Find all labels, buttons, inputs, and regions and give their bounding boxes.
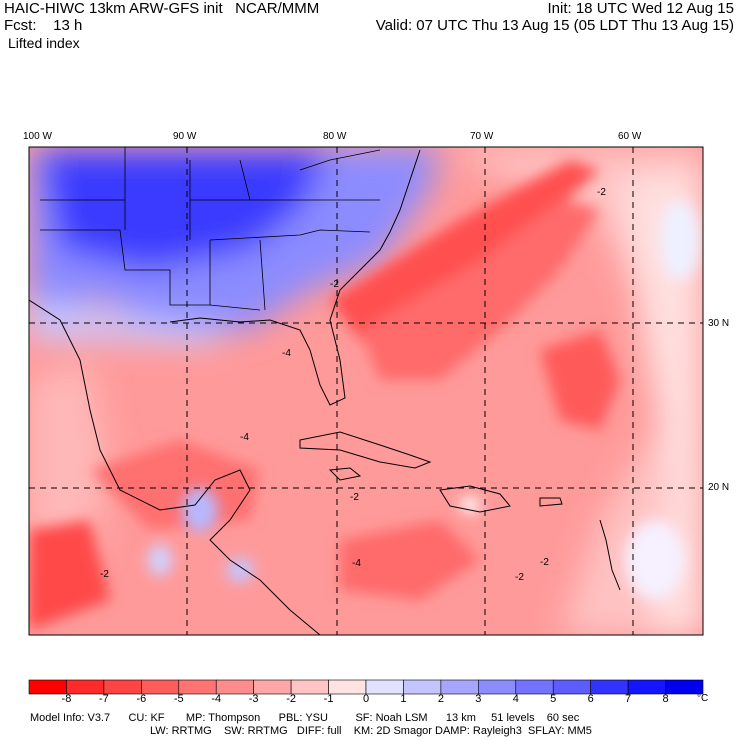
lon-label-60w: 60 W <box>618 131 642 142</box>
colorbar-swatch <box>403 679 442 695</box>
valid-time: Valid: 07 UTC Thu 13 Aug 15 (05 LDT Thu … <box>375 17 734 34</box>
colorbar-swatch <box>627 679 666 695</box>
colorbar-tick-label: 0 <box>362 693 370 705</box>
colorbar-swatch <box>141 679 180 695</box>
contour-label: -4 <box>352 558 361 569</box>
colorbar-swatch <box>253 679 292 695</box>
colorbar-unit: °C <box>697 693 709 704</box>
colorbar-tick-label: 6 <box>587 693 594 705</box>
colorbar-tick-label: 4 <box>512 693 519 705</box>
lat-label-20n: 20 N <box>708 482 730 493</box>
colorbar <box>28 679 704 695</box>
lon-label-70w: 70 W <box>470 131 494 142</box>
colorbar-tick-label: -7 <box>98 693 109 705</box>
contour-label: -2 <box>540 557 549 568</box>
init-time: Init: 18 UTC Wed 12 Aug 15 <box>547 0 735 17</box>
colorbar-swatch <box>440 679 479 695</box>
lon-label-80w: 80 W <box>323 131 347 142</box>
colorbar-tick-label: -3 <box>248 693 259 705</box>
colorbar-swatch <box>178 679 217 695</box>
colorbar-tick-label: 3 <box>475 693 482 705</box>
model-title: HAIC-HIWC 13km ARW-GFS init NCAR/MMM <box>4 0 320 17</box>
contour-label: -2 <box>100 569 109 580</box>
model-info-line1: Model Info: V3.7 CU: KF MP: Thompson PBL… <box>30 712 580 724</box>
colorbar-tick-label: 7 <box>625 693 632 705</box>
colorbar-swatch <box>103 679 142 695</box>
map-frame <box>28 146 704 636</box>
colorbar-swatch <box>215 679 254 695</box>
contour-label: -4 <box>240 432 249 443</box>
colorbar-swatch <box>590 679 629 695</box>
colorbar-tick-label: -8 <box>61 693 72 705</box>
colorbar-swatch <box>665 679 704 695</box>
colorbar-swatch <box>66 679 105 695</box>
colorbar-tick-label: -1 <box>323 693 334 705</box>
contour-label: -2 <box>350 492 359 503</box>
colorbar-swatch <box>365 679 404 695</box>
forecast-hour: Fcst: 13 h <box>4 17 83 34</box>
colorbar-tick-label: 1 <box>400 693 407 705</box>
contour-label: -2 <box>515 572 524 583</box>
lon-label-100w: 100 W <box>23 131 52 142</box>
model-info-line2: LW: RRTMG SW: RRTMG DIFF: full KM: 2D Sm… <box>150 725 592 737</box>
contour-label: -2 <box>597 187 606 198</box>
colorbar-swatch <box>478 679 517 695</box>
colorbar-tick-label: 8 <box>662 693 669 705</box>
colorbar-tick-label: -4 <box>211 693 222 705</box>
colorbar-swatch <box>28 679 67 695</box>
state-borders <box>40 147 381 311</box>
colorbar-swatch <box>328 679 367 695</box>
colorbar-swatch <box>552 679 591 695</box>
latlon-grid <box>29 147 703 635</box>
coastlines <box>29 149 621 635</box>
lon-label-90w: 90 W <box>173 131 197 142</box>
colorbar-tick-label: 5 <box>550 693 557 705</box>
contour-label: -2 <box>330 279 339 290</box>
colorbar-swatch <box>290 679 329 695</box>
colorbar-tick-label: -5 <box>173 693 184 705</box>
colorbar-tick-label: -6 <box>136 693 147 705</box>
contour-label: -4 <box>282 348 291 359</box>
colorbar-tick-label: 2 <box>437 693 444 705</box>
lat-label-30n: 30 N <box>708 318 730 329</box>
lifted-index-field <box>29 147 703 635</box>
colorbar-swatch <box>515 679 554 695</box>
field-name: Lifted index <box>8 35 80 51</box>
colorbar-tick-label: -2 <box>286 693 296 705</box>
